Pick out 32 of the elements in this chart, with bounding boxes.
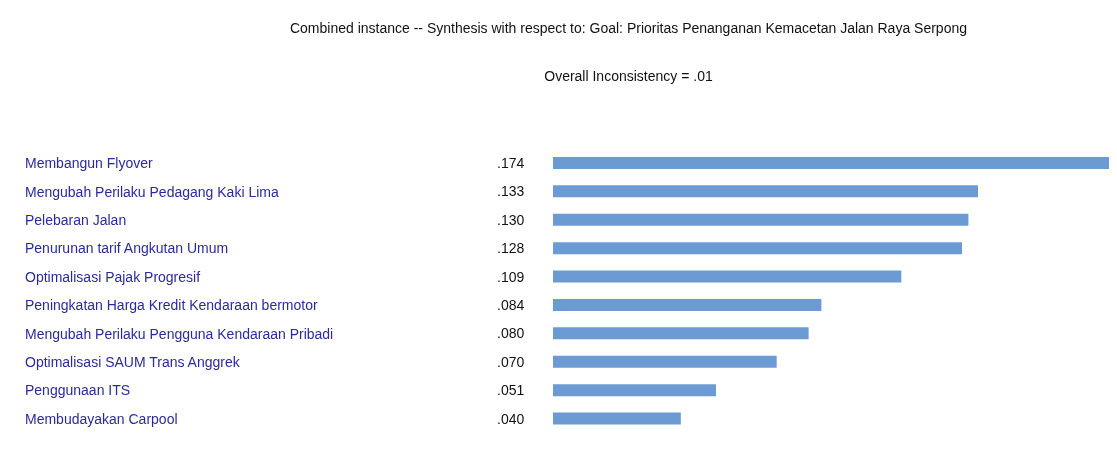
y-tick-label: Optimalisasi Pajak Progresif — [25, 268, 201, 285]
data-label: .130 — [497, 211, 525, 228]
data-label: .109 — [497, 268, 525, 285]
bar — [553, 384, 716, 397]
y-tick-label: Mengubah Perilaku Pengguna Kendaraan Pribadi — [25, 325, 334, 342]
chart-subtitle: Overall Inconsistency = .01 — [543, 68, 714, 84]
data-label: .051 — [497, 382, 525, 399]
y-tick-label: Peningkatan Harga Kredit Kendaraan bermotor — [25, 297, 318, 314]
y-tick-label: Penggunaan ITS — [25, 382, 131, 399]
data-label: .084 — [497, 296, 525, 313]
data-label: .070 — [497, 353, 525, 370]
bar — [553, 298, 822, 311]
bar — [553, 213, 969, 226]
bar — [553, 185, 978, 198]
bar — [553, 156, 1109, 169]
bar — [553, 270, 902, 283]
data-label: .133 — [497, 183, 525, 200]
bar — [553, 355, 777, 368]
y-tick-label: Penurunan tarif Angkutan Umum — [25, 240, 229, 257]
data-label: .080 — [497, 325, 525, 342]
bar — [553, 242, 963, 255]
data-label: .174 — [497, 154, 525, 171]
y-tick-label: Membudayakan Carpool — [25, 410, 178, 427]
data-label: .128 — [497, 240, 525, 257]
bar — [553, 412, 681, 425]
bar — [553, 327, 809, 340]
y-tick-label: Mengubah Perilaku Pedagang Kaki Lima — [25, 183, 279, 200]
chart-title: Combined instance -- Synthesis with respect to: Goal: Prioritas Penanganan Kemacetan Jalan Raya Serpong — [288, 20, 968, 36]
y-tick-label: Membangun Flyover — [25, 155, 153, 172]
y-tick-label: Pelebaran Jalan — [25, 212, 127, 228]
data-label: .040 — [497, 410, 525, 427]
y-tick-label: Optimalisasi SAUM Trans Anggrek — [25, 354, 241, 370]
